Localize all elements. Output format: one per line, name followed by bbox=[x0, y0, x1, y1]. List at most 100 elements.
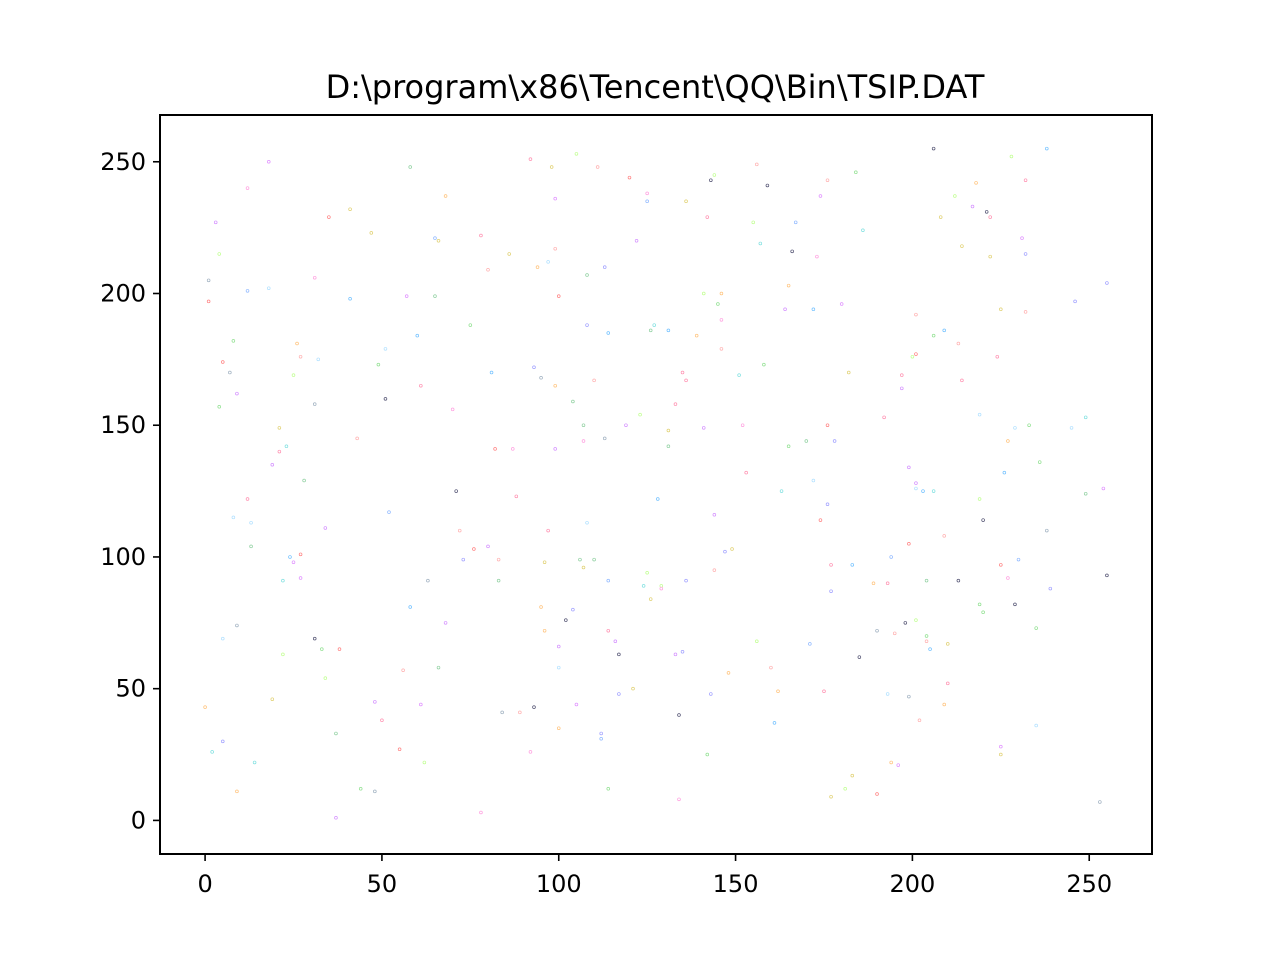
data-point bbox=[627, 175, 632, 180]
data-point bbox=[811, 307, 816, 312]
data-point bbox=[1034, 723, 1038, 728]
data-point bbox=[977, 497, 982, 501]
data-point bbox=[472, 547, 476, 551]
data-point bbox=[433, 236, 437, 240]
data-point bbox=[999, 752, 1003, 757]
x-tick-label: 50 bbox=[367, 870, 398, 898]
data-point bbox=[815, 254, 819, 259]
data-point bbox=[450, 407, 455, 412]
data-point bbox=[320, 647, 324, 651]
data-point bbox=[854, 170, 858, 175]
data-point bbox=[383, 347, 388, 351]
data-point bbox=[624, 423, 628, 427]
data-point bbox=[946, 642, 950, 646]
data-point bbox=[783, 307, 787, 312]
data-point bbox=[539, 605, 543, 609]
data-point bbox=[740, 423, 745, 427]
data-point bbox=[645, 199, 649, 204]
data-point bbox=[408, 165, 412, 169]
data-point bbox=[404, 294, 409, 298]
data-point bbox=[825, 502, 830, 507]
data-point bbox=[422, 760, 427, 765]
data-point bbox=[988, 254, 992, 259]
data-point bbox=[694, 333, 699, 338]
data-point bbox=[581, 439, 586, 443]
data-point bbox=[553, 246, 557, 251]
data-point bbox=[270, 462, 275, 467]
data-point bbox=[960, 244, 964, 248]
data-point bbox=[606, 331, 611, 335]
data-point bbox=[712, 173, 717, 177]
data-point bbox=[829, 794, 833, 799]
data-point bbox=[556, 644, 561, 649]
data-point bbox=[553, 447, 557, 451]
data-point bbox=[231, 515, 236, 520]
data-point bbox=[210, 750, 214, 754]
data-point bbox=[737, 373, 741, 377]
data-point bbox=[281, 578, 285, 583]
data-point bbox=[956, 578, 961, 583]
data-point bbox=[776, 689, 780, 694]
data-point bbox=[298, 576, 303, 580]
data-point bbox=[302, 478, 306, 483]
data-point bbox=[500, 710, 504, 715]
data-point bbox=[723, 549, 727, 554]
data-point bbox=[914, 312, 918, 317]
data-point bbox=[426, 578, 430, 583]
data-point bbox=[709, 178, 713, 182]
data-point bbox=[617, 692, 621, 696]
data-point bbox=[602, 436, 607, 441]
data-point bbox=[401, 668, 405, 672]
data-point bbox=[595, 165, 600, 169]
data-point bbox=[914, 481, 918, 485]
data-point bbox=[606, 578, 611, 583]
data-point bbox=[479, 810, 483, 815]
data-point bbox=[486, 544, 490, 549]
data-point bbox=[645, 571, 649, 575]
data-point bbox=[907, 694, 911, 699]
data-point bbox=[762, 362, 766, 367]
data-point bbox=[507, 252, 511, 256]
data-point bbox=[496, 557, 501, 562]
data-point bbox=[574, 702, 579, 707]
data-point bbox=[380, 718, 384, 723]
data-point bbox=[206, 278, 211, 283]
data-point bbox=[291, 560, 296, 564]
data-point bbox=[235, 789, 239, 794]
data-point bbox=[946, 681, 950, 686]
points-layer bbox=[203, 146, 1109, 820]
data-point bbox=[977, 602, 982, 607]
data-point bbox=[578, 557, 582, 562]
data-point bbox=[981, 518, 985, 522]
data-point bbox=[977, 412, 982, 417]
data-point bbox=[751, 220, 755, 225]
data-point bbox=[454, 489, 458, 493]
data-point bbox=[641, 584, 646, 588]
data-point bbox=[235, 391, 239, 396]
data-point bbox=[719, 347, 724, 351]
data-point bbox=[701, 426, 706, 430]
data-point bbox=[885, 581, 890, 586]
data-point bbox=[489, 370, 494, 375]
chart-title: D:\program\x86\Tencent\QQ\Bin\TSIP.DAT bbox=[326, 68, 985, 106]
data-point bbox=[885, 692, 890, 696]
data-point bbox=[924, 634, 929, 638]
data-point bbox=[312, 402, 317, 406]
data-point bbox=[228, 370, 232, 375]
data-point bbox=[221, 360, 225, 364]
y-tick-label: 100 bbox=[100, 543, 146, 571]
data-point bbox=[419, 702, 423, 707]
data-point bbox=[245, 497, 250, 501]
data-point bbox=[1045, 528, 1049, 533]
data-point bbox=[892, 631, 897, 636]
data-point bbox=[793, 220, 798, 225]
data-point bbox=[298, 552, 303, 557]
data-point bbox=[822, 689, 826, 694]
data-point bbox=[327, 215, 331, 219]
data-point bbox=[206, 299, 211, 304]
data-point bbox=[825, 423, 830, 427]
data-point bbox=[712, 568, 717, 572]
x-tick-label: 250 bbox=[1066, 870, 1112, 898]
data-point bbox=[995, 354, 1000, 359]
